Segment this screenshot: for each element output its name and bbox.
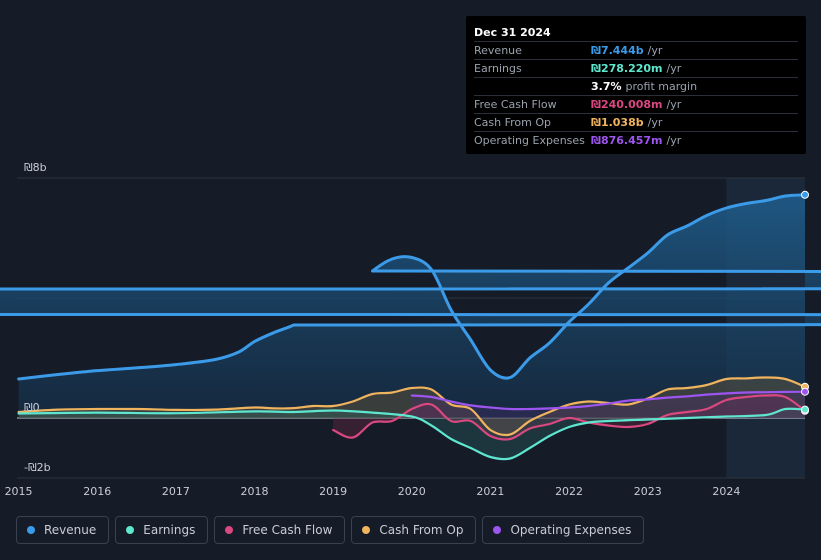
revenue-line	[0, 193, 821, 381]
legend-item-revenue[interactable]: Revenue	[16, 516, 110, 544]
tooltip-row-unit: /yr	[666, 98, 682, 111]
legend-item-earnings[interactable]: Earnings	[115, 516, 209, 544]
x-tick-label: 2020	[398, 485, 426, 498]
operating-expenses-line	[410, 390, 807, 411]
tooltip-row-value: ₪240.008m	[591, 98, 663, 111]
legend-dot-icon	[362, 526, 371, 534]
earnings-end-marker	[801, 405, 809, 414]
legend-item-free-cash-flow[interactable]: Free Cash Flow	[214, 516, 346, 544]
tooltip-date: Dec 31 2024	[474, 26, 551, 39]
tooltip-row-label: Cash From Op	[474, 116, 552, 129]
tooltip-row-unit: /yr	[647, 116, 663, 129]
legend-item-cash-from-op[interactable]: Cash From Op	[351, 516, 477, 544]
x-tick-label: 2016	[83, 485, 111, 498]
operating-expenses-area	[411, 391, 805, 418]
x-tick-label: 2021	[476, 485, 504, 498]
legend-dot-icon	[225, 526, 234, 534]
legend-dot-icon	[493, 526, 502, 534]
x-tick-label: 2022	[555, 485, 583, 498]
hover-tooltip: Dec 31 2024 Revenue ₪7.444b/yr Earnings ₪27…	[466, 16, 806, 154]
y-tick-label: -₪2b	[24, 461, 51, 474]
x-tick-label: 2019	[319, 485, 347, 498]
x-tick-label: 2024	[712, 485, 740, 498]
legend-dot-icon	[126, 526, 135, 534]
y-tick-label: ₪8b	[24, 161, 47, 174]
tooltip-row: Earnings ₪278.220m/yr	[474, 59, 798, 77]
tooltip-row: Cash From Op ₪1.038b/yr	[474, 113, 798, 131]
tooltip-row-unit: profit margin	[625, 80, 698, 93]
x-tick-label: 2018	[241, 485, 269, 498]
tooltip-row: Operating Expenses ₪876.457m/yr	[474, 131, 798, 149]
legend-dot-icon	[27, 526, 35, 534]
tooltip-row-label: Free Cash Flow	[474, 98, 557, 111]
tooltip-row-label: Earnings	[474, 62, 522, 75]
legend-label: Operating Expenses	[510, 523, 632, 537]
tooltip-row-unit: /yr	[666, 62, 682, 75]
tooltip-row: Revenue ₪7.444b/yr	[474, 41, 798, 59]
tooltip-row-value: ₪1.038b	[591, 116, 644, 129]
revenue-area	[0, 194, 821, 418]
tooltip-row-label: Revenue	[474, 44, 522, 57]
y-tick-label: ₪0	[24, 401, 40, 414]
tooltip-row: Free Cash Flow ₪240.008m/yr	[474, 95, 798, 113]
revenue-end-marker	[801, 190, 809, 199]
tooltip-row-value: ₪278.220m	[591, 62, 663, 75]
cash-from-op-line	[17, 376, 807, 437]
tooltip-rows: Revenue ₪7.444b/yr Earnings ₪278.220m/yr 3.7…	[474, 41, 798, 149]
tooltip-row-label: Operating Expenses	[474, 134, 585, 147]
operating-expenses-end-marker	[801, 387, 809, 396]
legend-label: Cash From Op	[379, 523, 464, 537]
tooltip-row-value: 3.7%	[591, 80, 622, 93]
earnings-line	[17, 407, 807, 461]
tooltip-row-value: ₪7.444b	[591, 44, 644, 57]
legend-item-operating-expenses[interactable]: Operating Expenses	[482, 516, 645, 544]
chart-legend: Revenue Earnings Free Cash Flow Cash From O…	[16, 516, 645, 546]
tooltip-row: 3.7% profit margin	[474, 77, 798, 95]
legend-label: Earnings	[143, 523, 196, 537]
tooltip-row-value: ₪876.457m	[591, 134, 663, 147]
tooltip-row-unit: /yr	[666, 134, 682, 147]
tooltip-row-unit: /yr	[647, 44, 663, 57]
tooltip-row-label	[474, 78, 591, 95]
legend-label: Revenue	[44, 523, 97, 537]
cash-from-op-area	[18, 377, 806, 436]
free-cash-flow-line	[332, 394, 807, 441]
x-tick-label: 2017	[162, 485, 190, 498]
earnings-area	[18, 408, 806, 460]
legend-label: Free Cash Flow	[242, 523, 333, 537]
x-tick-label: 2023	[634, 485, 662, 498]
x-tick-label: 2015	[5, 485, 33, 498]
